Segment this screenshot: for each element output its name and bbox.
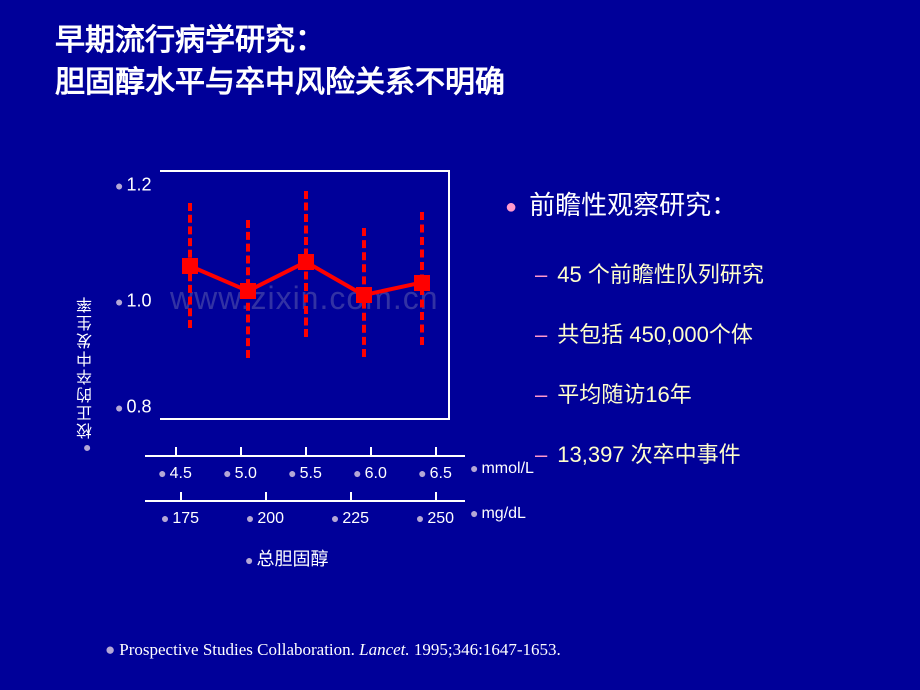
- x-tick2: ●200: [246, 510, 284, 528]
- title-line-1: 早期流行病学研究：: [55, 20, 505, 62]
- x-unit-2: ●mg/dL: [470, 505, 526, 523]
- list-item: –13,397 次卒中事件: [535, 437, 905, 469]
- x-tick2: ●250: [416, 510, 454, 528]
- data-point: [240, 283, 256, 299]
- x-tick: ●6.5: [418, 465, 452, 483]
- list-item: –共包括 450,000个体: [535, 317, 905, 349]
- bullet-heading: ●前瞻性观察研究：: [505, 185, 905, 222]
- citation: ●Prospective Studies Collaboration. Lanc…: [105, 640, 561, 660]
- y-tick: ●1.2: [115, 175, 152, 196]
- list-item: –平均随访16年: [535, 377, 905, 409]
- y-tick: ●0.8: [115, 397, 152, 418]
- data-point: [414, 275, 430, 291]
- bullet-icon: ●: [79, 439, 95, 457]
- data-point: [356, 287, 372, 303]
- x-tick2: ●225: [331, 510, 369, 528]
- data-point: [182, 258, 198, 274]
- x-axis-label: ●总胆固醇: [245, 545, 328, 571]
- y-axis-label: ●校正的卒中发生率: [75, 295, 99, 457]
- x-tick: ●5.5: [288, 465, 322, 483]
- x-tick2: ●175: [161, 510, 199, 528]
- title-line-2: 胆固醇水平与卒中风险关系不明确: [55, 62, 505, 104]
- x-tick: ●6.0: [353, 465, 387, 483]
- right-bullet-panel: ●前瞻性观察研究： –45 个前瞻性队列研究 –共包括 450,000个体 –平…: [505, 185, 905, 497]
- bullet-icon: ●: [105, 640, 115, 659]
- y-tick: ●1.0: [115, 291, 152, 312]
- x-tick: ●5.0: [223, 465, 257, 483]
- x-axis-line-2: [145, 500, 465, 502]
- x-axis-line-1: [145, 455, 465, 457]
- bullet-icon: ●: [505, 196, 517, 218]
- slide-title: 早期流行病学研究： 胆固醇水平与卒中风险关系不明确: [55, 20, 505, 104]
- data-point: [298, 254, 314, 270]
- x-tick: ●4.5: [158, 465, 192, 483]
- list-item: –45 个前瞻性队列研究: [535, 257, 905, 289]
